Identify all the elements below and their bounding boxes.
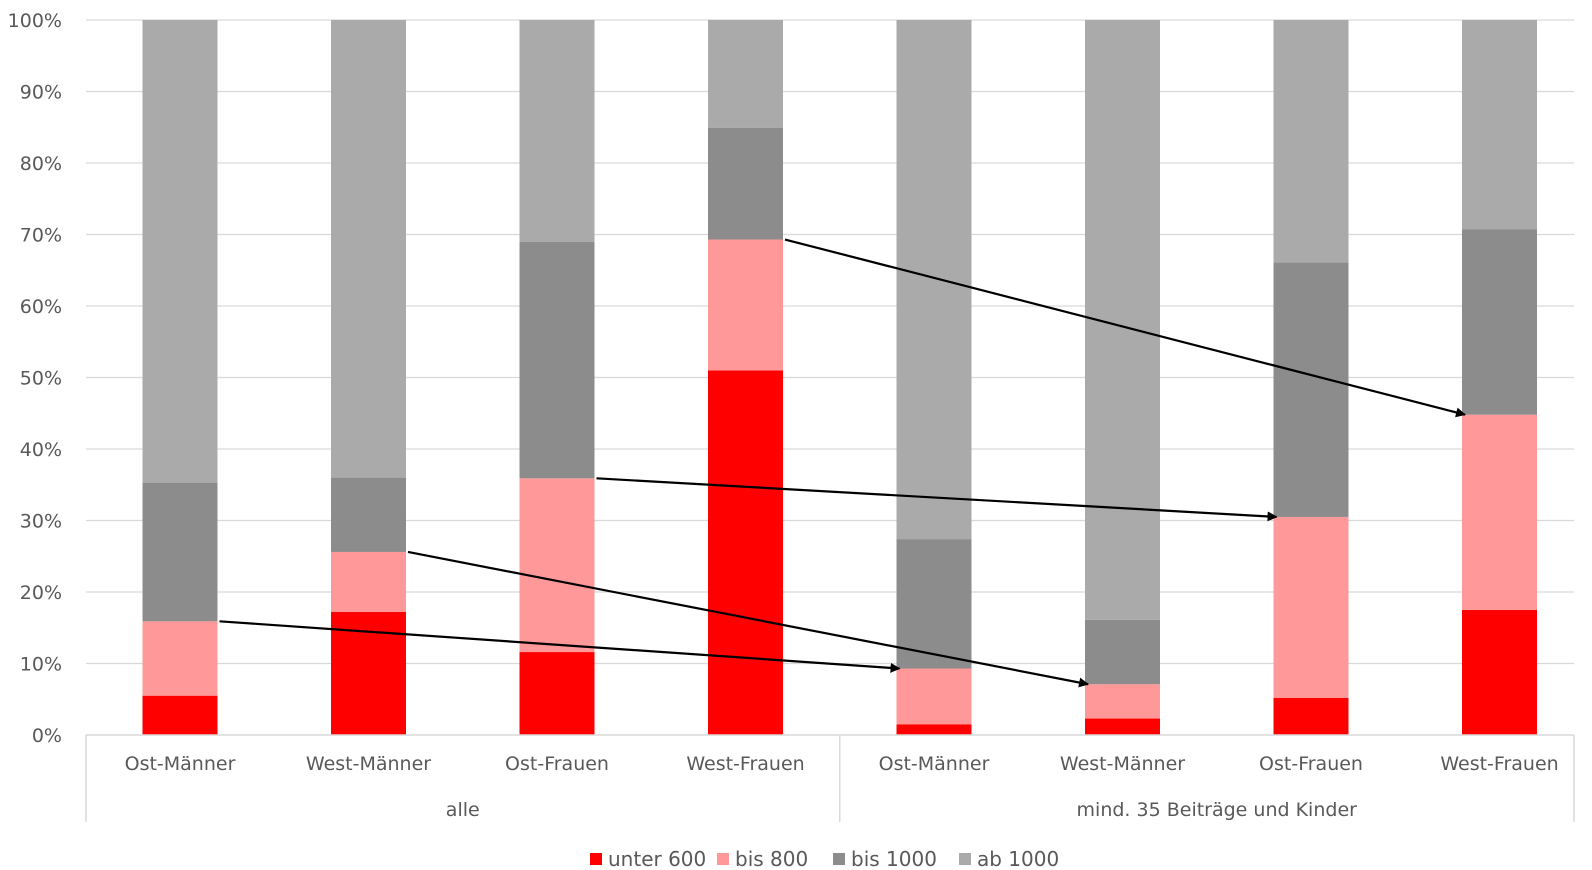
bar-segment (331, 477, 406, 552)
bar-segment (1273, 262, 1349, 517)
bars (142, 20, 1537, 735)
comparison-arrow (219, 620, 901, 673)
y-tick-label: 70% (20, 225, 62, 247)
gridlines (86, 19, 1574, 665)
bar-segment (708, 370, 783, 735)
bar-segment (1273, 697, 1349, 735)
bar-segment (708, 127, 783, 240)
y-tick-label: 60% (20, 296, 62, 318)
legend-label: unter 600 (608, 847, 706, 870)
x-group-label: mind. 35 Beiträge und Kinder (1077, 799, 1358, 821)
legend-swatch (833, 853, 845, 865)
bar-segment (708, 20, 783, 128)
bar-segment (142, 20, 218, 483)
legend-swatch (959, 853, 971, 865)
bar-segment (331, 551, 406, 613)
bar-segment (331, 20, 406, 478)
bar-segment (1462, 414, 1537, 610)
x-category-label: Ost-Frauen (505, 753, 609, 775)
bar-segment (1085, 718, 1160, 735)
bar-segment (896, 20, 972, 540)
x-category-label: Ost-Männer (879, 753, 990, 775)
bar-segment (142, 621, 218, 696)
comparison-arrows (219, 238, 1466, 688)
x-group-label: alle (446, 799, 480, 821)
y-tick-label: 0% (32, 725, 62, 747)
bar-segment (708, 239, 783, 371)
x-axis-group-labels: alle mind. 35 Beiträge und Kinder (446, 799, 1357, 821)
y-axis-tick-labels: 0% 10% 20% 30% 40% 50% 60% 70% 80% 90% 100% (8, 10, 62, 747)
bar-segment (1462, 20, 1537, 230)
x-category-label: West-Männer (306, 753, 431, 775)
bar-segment (1462, 229, 1537, 415)
x-category-label: West-Frauen (686, 753, 804, 775)
bar-segment (1085, 684, 1160, 719)
bar-segment (142, 695, 218, 735)
x-category-label: West-Frauen (1440, 753, 1558, 775)
bar-segment (519, 652, 595, 735)
bar-segment (896, 668, 972, 725)
bar-segment (1462, 609, 1537, 735)
comparison-arrow (784, 238, 1466, 418)
y-tick-label: 40% (20, 439, 62, 461)
comparison-arrow (407, 550, 1089, 688)
bar-segment (896, 724, 972, 735)
bar-segment (142, 482, 218, 622)
legend-swatch (717, 853, 729, 865)
legend: unter 600 bis 800 bis 1000 ab 1000 (590, 847, 1059, 870)
y-tick-label: 50% (20, 368, 62, 390)
x-category-label: Ost-Männer (125, 753, 236, 775)
x-category-label: West-Männer (1060, 753, 1185, 775)
bar-segment (1273, 20, 1349, 263)
y-tick-label: 20% (20, 582, 62, 604)
legend-label: ab 1000 (977, 847, 1059, 870)
bar-segment (896, 539, 972, 669)
legend-label: bis 1000 (851, 847, 937, 870)
comparison-arrow (596, 477, 1278, 522)
bar-segment (519, 241, 595, 479)
y-tick-label: 30% (20, 511, 62, 533)
bar-segment (519, 20, 595, 242)
y-tick-label: 90% (20, 82, 62, 104)
y-tick-label: 10% (20, 654, 62, 676)
bar-segment (1273, 516, 1349, 698)
x-axis-category-labels: Ost-Männer West-Männer Ost-Frauen West-Frau… (125, 753, 1559, 775)
legend-label: bis 800 (735, 847, 808, 870)
y-tick-label: 100% (8, 10, 62, 32)
x-axis (85, 734, 1575, 822)
legend-swatch (590, 853, 602, 865)
x-category-label: Ost-Frauen (1259, 753, 1363, 775)
bar-segment (1085, 619, 1160, 685)
y-tick-label: 80% (20, 153, 62, 175)
bar-segment (519, 478, 595, 653)
